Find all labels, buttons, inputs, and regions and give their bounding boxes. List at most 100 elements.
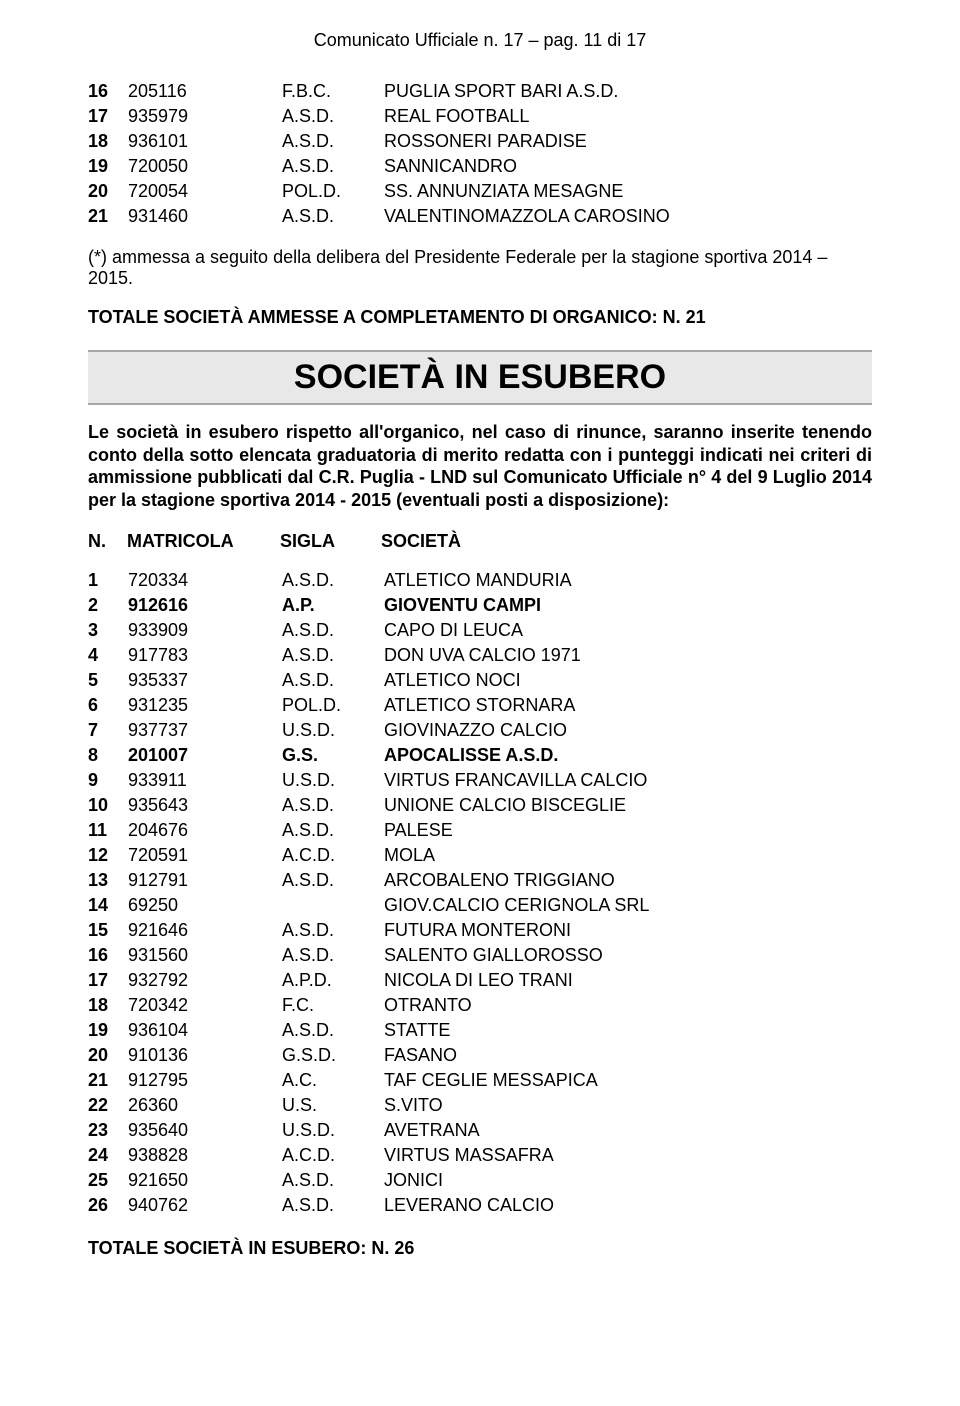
row-number: 19	[88, 1018, 128, 1043]
row-matricola: 932792	[128, 968, 282, 993]
row-matricola: 935337	[128, 668, 282, 693]
row-sigla: A.S.D.	[282, 643, 384, 668]
section-title-bar: SOCIETÀ IN ESUBERO	[88, 350, 872, 405]
row-societa: GIOVINAZZO CALCIO	[384, 718, 655, 743]
row-societa: REAL FOOTBALL	[384, 104, 676, 129]
table-row: 21912795A.C.TAF CEGLIE MESSAPICA	[88, 1068, 655, 1093]
table-row: 18936101A.S.D.ROSSONERI PARADISE	[88, 129, 676, 154]
row-matricola: 720054	[128, 179, 282, 204]
row-matricola: 69250	[128, 893, 282, 918]
table-row: 16931560A.S.D.SALENTO GIALLOROSSO	[88, 943, 655, 968]
row-matricola: 26360	[128, 1093, 282, 1118]
row-matricola: 720591	[128, 843, 282, 868]
total-esubero: TOTALE SOCIETÀ IN ESUBERO: N. 26	[88, 1238, 872, 1259]
row-sigla: A.S.D.	[282, 818, 384, 843]
row-matricola: 931460	[128, 204, 282, 229]
row-matricola: 933909	[128, 618, 282, 643]
row-sigla: A.S.D.	[282, 793, 384, 818]
row-societa: VALENTINOMAZZOLA CAROSINO	[384, 204, 676, 229]
column-headers: N. MATRICOLA SIGLA SOCIETÀ	[88, 531, 872, 552]
row-number: 4	[88, 643, 128, 668]
row-matricola: 912791	[128, 868, 282, 893]
table-row: 1720334A.S.D.ATLETICO MANDURIA	[88, 568, 655, 593]
table-row: 16205116F.B.C.PUGLIA SPORT BARI A.S.D.	[88, 79, 676, 104]
row-sigla	[282, 893, 384, 918]
row-sigla: A.C.	[282, 1068, 384, 1093]
row-number: 25	[88, 1168, 128, 1193]
row-number: 17	[88, 104, 128, 129]
row-sigla: A.S.D.	[282, 129, 384, 154]
row-sigla: A.S.D.	[282, 943, 384, 968]
table-row: 2226360U.S.S.VITO	[88, 1093, 655, 1118]
table-row: 1469250GIOV.CALCIO CERIGNOLA SRL	[88, 893, 655, 918]
row-number: 8	[88, 743, 128, 768]
row-matricola: 937737	[128, 718, 282, 743]
row-matricola: 940762	[128, 1193, 282, 1218]
row-societa: TAF CEGLIE MESSAPICA	[384, 1068, 655, 1093]
table-row: 8201007G.S.APOCALISSE A.S.D.	[88, 743, 655, 768]
row-sigla: A.S.D.	[282, 618, 384, 643]
row-sigla: A.S.D.	[282, 568, 384, 593]
row-societa: FUTURA MONTERONI	[384, 918, 655, 943]
row-societa: FASANO	[384, 1043, 655, 1068]
row-matricola: 204676	[128, 818, 282, 843]
row-societa: UNIONE CALCIO BISCEGLIE	[384, 793, 655, 818]
row-sigla: A.S.D.	[282, 918, 384, 943]
table-row: 20910136G.S.D.FASANO	[88, 1043, 655, 1068]
table-row: 5935337A.S.D.ATLETICO NOCI	[88, 668, 655, 693]
row-matricola: 936101	[128, 129, 282, 154]
row-sigla: F.C.	[282, 993, 384, 1018]
header-sigla: SIGLA	[280, 531, 376, 552]
table-row: 3933909A.S.D.CAPO DI LEUCA	[88, 618, 655, 643]
row-societa: DON UVA CALCIO 1971	[384, 643, 655, 668]
row-matricola: 720334	[128, 568, 282, 593]
row-matricola: 201007	[128, 743, 282, 768]
table-row: 20720054POL.D.SS. ANNUNZIATA MESAGNE	[88, 179, 676, 204]
row-number: 16	[88, 943, 128, 968]
row-sigla: A.S.D.	[282, 668, 384, 693]
intro-paragraph: Le società in esubero rispetto all'organ…	[88, 421, 872, 511]
row-number: 15	[88, 918, 128, 943]
row-societa: LEVERANO CALCIO	[384, 1193, 655, 1218]
row-number: 16	[88, 79, 128, 104]
table-row: 25921650A.S.D.JONICI	[88, 1168, 655, 1193]
row-number: 10	[88, 793, 128, 818]
row-sigla: A.S.D.	[282, 1193, 384, 1218]
row-sigla: POL.D.	[282, 693, 384, 718]
row-matricola: 921646	[128, 918, 282, 943]
row-sigla: A.P.	[282, 593, 384, 618]
table-row: 17932792A.P.D.NICOLA DI LEO TRANI	[88, 968, 655, 993]
table-row: 26940762A.S.D.LEVERANO CALCIO	[88, 1193, 655, 1218]
row-matricola: 931560	[128, 943, 282, 968]
row-sigla: A.S.D.	[282, 154, 384, 179]
row-number: 21	[88, 1068, 128, 1093]
header-n: N.	[88, 531, 122, 552]
table-row: 18720342F.C.OTRANTO	[88, 993, 655, 1018]
row-number: 14	[88, 893, 128, 918]
row-societa: SANNICANDRO	[384, 154, 676, 179]
row-matricola: 205116	[128, 79, 282, 104]
row-societa: STATTE	[384, 1018, 655, 1043]
row-sigla: U.S.D.	[282, 768, 384, 793]
row-number: 17	[88, 968, 128, 993]
row-matricola: 720342	[128, 993, 282, 1018]
row-matricola: 912795	[128, 1068, 282, 1093]
row-number: 2	[88, 593, 128, 618]
table-row: 6931235POL.D.ATLETICO STORNARA	[88, 693, 655, 718]
row-societa: PUGLIA SPORT BARI A.S.D.	[384, 79, 676, 104]
row-matricola: 931235	[128, 693, 282, 718]
table-row: 21931460A.S.D.VALENTINOMAZZOLA CAROSINO	[88, 204, 676, 229]
row-number: 18	[88, 129, 128, 154]
row-number: 5	[88, 668, 128, 693]
table-row: 11204676A.S.D.PALESE	[88, 818, 655, 843]
row-societa: CAPO DI LEUCA	[384, 618, 655, 643]
row-number: 12	[88, 843, 128, 868]
document-page: Comunicato Ufficiale n. 17 – pag. 11 di …	[0, 0, 960, 1406]
row-number: 19	[88, 154, 128, 179]
row-sigla: G.S.	[282, 743, 384, 768]
row-matricola: 921650	[128, 1168, 282, 1193]
table-row: 2912616A.P.GIOVENTU CAMPI	[88, 593, 655, 618]
header-societa: SOCIETÀ	[381, 531, 461, 551]
row-societa: SS. ANNUNZIATA MESAGNE	[384, 179, 676, 204]
row-societa: JONICI	[384, 1168, 655, 1193]
